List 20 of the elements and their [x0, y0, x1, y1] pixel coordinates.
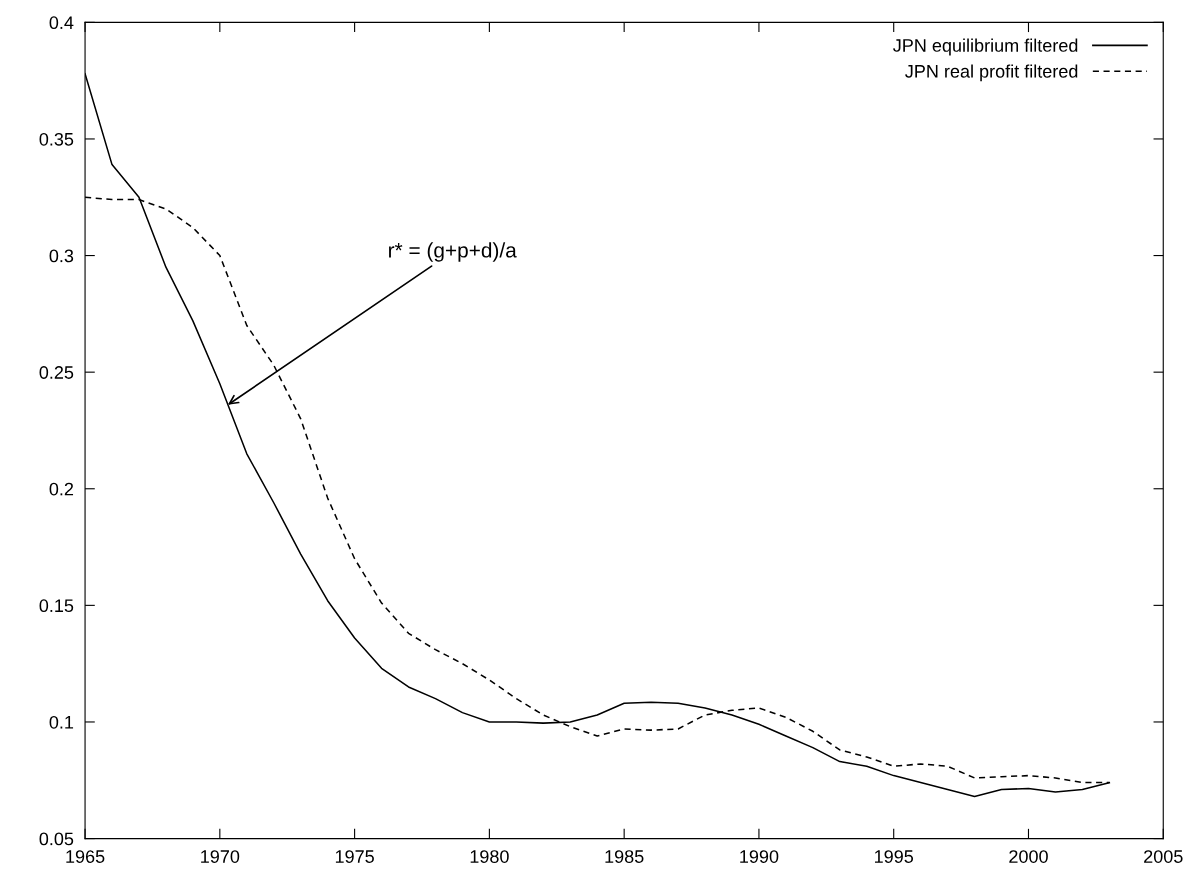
x-tick-label: 2005 [1144, 850, 1183, 863]
x-tick-label: 1965 [66, 850, 105, 863]
x-tick-label: 1985 [605, 850, 644, 863]
y-tick-label: 0.3 [49, 249, 74, 263]
y-tick-label: 0.4 [49, 16, 74, 30]
annotation: r* = (g+p+d)/a [389, 242, 517, 262]
x-tick-label: 1990 [740, 850, 779, 863]
y-tick-label: 0.1 [49, 715, 74, 729]
y-tick-label: 0.35 [39, 132, 74, 146]
x-tick-label: 1975 [335, 850, 374, 863]
y-tick-label: 0.05 [39, 832, 74, 846]
x-tick-label: 1970 [201, 850, 240, 863]
legend-label: JPN equilibrium filtered [893, 38, 1078, 56]
y-tick-label: 0.25 [39, 366, 74, 379]
y-tick-label: 0.2 [49, 482, 74, 496]
x-tick-label: 1980 [470, 850, 509, 863]
y-tick-label: 0.15 [39, 599, 74, 613]
x-tick-label: 2000 [1009, 850, 1048, 863]
legend-label: JPN real profit filtered [905, 64, 1078, 82]
x-tick-label: 1995 [875, 850, 914, 863]
